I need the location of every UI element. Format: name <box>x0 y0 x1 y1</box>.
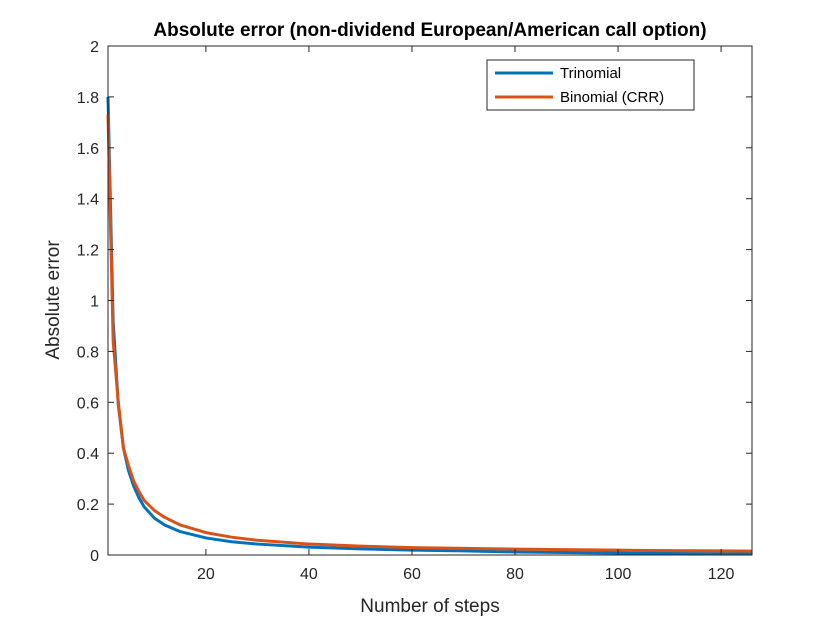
x-axis-label: Number of steps <box>360 596 499 617</box>
y-tick-label-3: 0.6 <box>77 395 99 412</box>
y-tick-label-6: 1.2 <box>77 243 99 260</box>
y-tick-label-2: 0.4 <box>77 446 99 463</box>
x-tick-label-2: 60 <box>403 566 421 583</box>
series-layer <box>106 96 753 556</box>
legend-label-1: Binomial (CRR) <box>560 89 664 106</box>
x-tick-label-5: 120 <box>708 566 735 583</box>
x-tick-label-3: 80 <box>506 566 524 583</box>
y-tick-label-4: 0.8 <box>77 344 99 361</box>
legend: Trinomial Binomial (CRR) <box>486 59 695 111</box>
y-tick-label-5: 1 <box>90 294 99 311</box>
y-tick-label-7: 1.4 <box>77 192 99 209</box>
y-tick-label-0: 0 <box>90 548 99 565</box>
x-tick-label-1: 40 <box>300 566 318 583</box>
y-tick-label-1: 0.2 <box>77 497 99 514</box>
chart-title: Absolute error (non-dividend European/Am… <box>153 20 706 41</box>
x-tick-label-0: 20 <box>197 566 215 583</box>
y-axis-label: Absolute error <box>43 240 64 360</box>
y-tick-label-8: 1.6 <box>77 141 99 158</box>
x-tick-label-4: 100 <box>605 566 632 583</box>
axes-layer: 20 40 60 80 100 120 0 0.2 0.4 0.6 0.8 1 1.2 1.4 1.6 1.8… <box>77 39 753 583</box>
legend-label-0: Trinomial <box>560 65 621 82</box>
plot-area <box>108 46 752 555</box>
y-tick-label-10: 2 <box>90 39 99 56</box>
series-line-1 <box>106 114 753 553</box>
y-tick-label-9: 1.8 <box>77 90 99 107</box>
legend-box <box>486 59 695 111</box>
